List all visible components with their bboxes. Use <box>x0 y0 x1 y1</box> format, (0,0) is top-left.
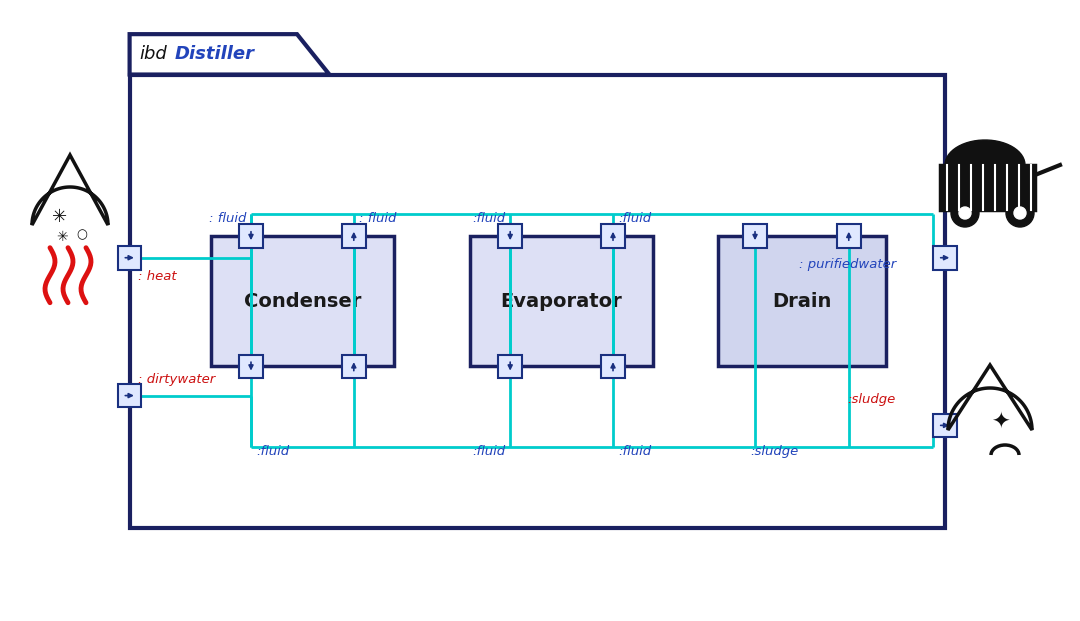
Bar <box>118 246 141 270</box>
Text: :fluid: :fluid <box>256 445 289 458</box>
Text: :fluid: :fluid <box>618 445 651 458</box>
Text: Drain: Drain <box>772 292 832 310</box>
Bar <box>342 355 366 378</box>
Bar <box>837 224 861 248</box>
Text: : fluid: : fluid <box>208 212 246 225</box>
Text: Condenser: Condenser <box>244 292 361 310</box>
Text: :sludge: :sludge <box>848 393 896 406</box>
Polygon shape <box>130 34 329 75</box>
Bar <box>342 224 366 248</box>
Bar <box>933 246 957 270</box>
Bar <box>130 75 945 528</box>
Text: :fluid: :fluid <box>472 212 505 225</box>
Bar <box>239 355 262 378</box>
Text: ○: ○ <box>77 229 87 242</box>
Bar <box>239 224 262 248</box>
Bar <box>602 355 625 378</box>
Bar <box>498 355 522 378</box>
Circle shape <box>1005 199 1034 227</box>
Circle shape <box>951 199 978 227</box>
Bar <box>470 236 653 366</box>
Bar <box>602 224 625 248</box>
Text: ✳: ✳ <box>53 208 68 226</box>
Text: :fluid: :fluid <box>618 212 651 225</box>
Bar <box>743 224 767 248</box>
Text: Evaporator: Evaporator <box>501 292 622 310</box>
Text: :sludge: :sludge <box>750 445 798 458</box>
Text: : purifiedwater: : purifiedwater <box>799 258 896 271</box>
Bar <box>940 165 1035 210</box>
Text: :fluid: :fluid <box>472 445 505 458</box>
Circle shape <box>959 207 971 219</box>
Text: : heat: : heat <box>137 270 176 283</box>
Bar <box>118 384 141 407</box>
Text: ✦: ✦ <box>990 413 1010 433</box>
Text: ✳: ✳ <box>56 230 68 244</box>
Bar <box>498 224 522 248</box>
Text: Distiller: Distiller <box>175 45 255 63</box>
Bar <box>718 236 886 366</box>
Bar <box>211 236 394 366</box>
Text: ibd: ibd <box>139 45 167 63</box>
Polygon shape <box>945 140 1025 165</box>
Circle shape <box>1014 207 1026 219</box>
Text: : fluid: : fluid <box>359 212 396 225</box>
Bar <box>933 414 957 437</box>
Text: : dirtywater: : dirtywater <box>137 373 215 386</box>
